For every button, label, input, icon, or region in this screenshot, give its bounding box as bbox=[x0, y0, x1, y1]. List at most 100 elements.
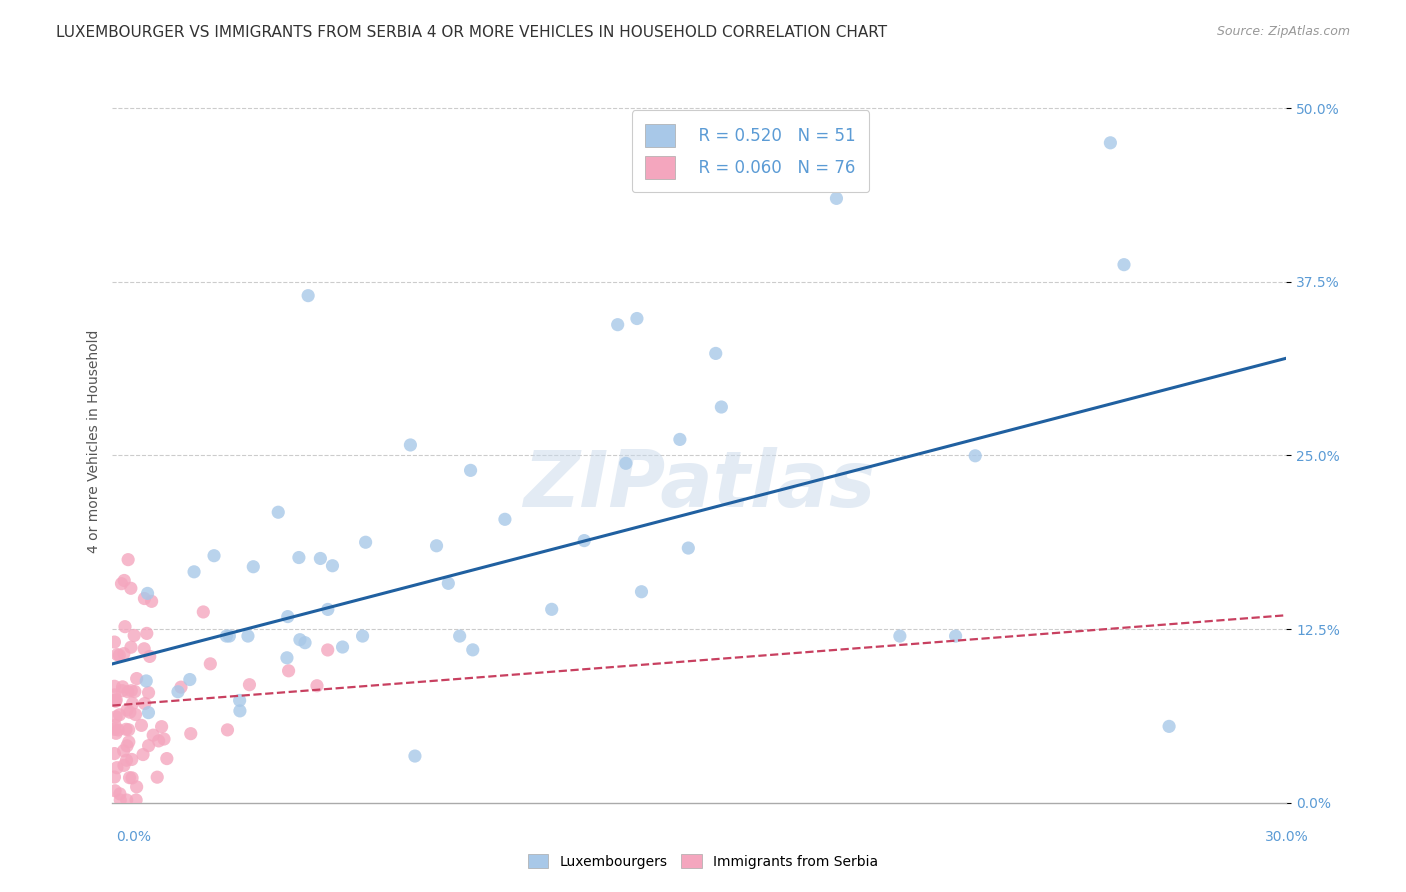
Point bbox=[104, 784, 127, 798]
Point bbox=[135, 626, 157, 640]
Point bbox=[352, 629, 374, 643]
Point bbox=[125, 793, 148, 807]
Point bbox=[103, 688, 125, 702]
Point bbox=[332, 640, 354, 654]
Point bbox=[105, 692, 128, 706]
Point bbox=[218, 629, 240, 643]
Point bbox=[112, 758, 135, 772]
Point bbox=[236, 629, 259, 643]
Point bbox=[167, 685, 190, 699]
Point bbox=[120, 640, 142, 655]
Point bbox=[138, 706, 160, 720]
Point bbox=[118, 735, 141, 749]
Point bbox=[141, 594, 163, 608]
Point bbox=[124, 684, 146, 698]
Point bbox=[267, 505, 290, 519]
Point bbox=[103, 770, 125, 784]
Point bbox=[120, 582, 142, 596]
Point bbox=[138, 649, 160, 664]
Point bbox=[142, 728, 165, 742]
Point bbox=[710, 400, 733, 414]
Point bbox=[399, 438, 422, 452]
Point bbox=[117, 723, 139, 737]
Point bbox=[606, 318, 628, 332]
Point bbox=[105, 648, 128, 662]
Point bbox=[309, 551, 332, 566]
Point bbox=[574, 533, 596, 548]
Point bbox=[112, 574, 135, 588]
Point bbox=[105, 710, 128, 724]
Point bbox=[104, 694, 127, 708]
Point bbox=[202, 549, 225, 563]
Point bbox=[460, 463, 482, 477]
Point bbox=[229, 704, 252, 718]
Point bbox=[124, 707, 146, 722]
Legend:   R = 0.520   N = 51,   R = 0.060   N = 76: R = 0.520 N = 51, R = 0.060 N = 76 bbox=[631, 111, 869, 193]
Point bbox=[437, 576, 460, 591]
Point bbox=[354, 535, 377, 549]
Point bbox=[494, 512, 516, 526]
Point bbox=[103, 693, 125, 707]
Point bbox=[170, 680, 193, 694]
Text: LUXEMBOURGER VS IMMIGRANTS FROM SERBIA 4 OR MORE VEHICLES IN HOUSEHOLD CORRELATI: LUXEMBOURGER VS IMMIGRANTS FROM SERBIA 4… bbox=[56, 25, 887, 40]
Point bbox=[294, 635, 316, 649]
Point bbox=[110, 793, 132, 807]
Text: 0.0%: 0.0% bbox=[117, 830, 150, 844]
Point bbox=[121, 771, 143, 785]
Point bbox=[288, 632, 311, 647]
Point bbox=[108, 707, 131, 722]
Point bbox=[105, 726, 128, 740]
Point bbox=[630, 584, 652, 599]
Point bbox=[179, 673, 201, 687]
Point bbox=[614, 456, 637, 470]
Point bbox=[277, 609, 299, 624]
Point bbox=[626, 311, 648, 326]
Point bbox=[183, 565, 205, 579]
Point bbox=[1159, 719, 1181, 733]
Point bbox=[228, 693, 250, 707]
Point bbox=[704, 346, 727, 360]
Point bbox=[125, 780, 148, 794]
Point bbox=[117, 685, 139, 699]
Point bbox=[121, 697, 143, 711]
Point bbox=[945, 629, 967, 643]
Point bbox=[121, 752, 143, 766]
Point bbox=[122, 628, 145, 642]
Point bbox=[200, 657, 222, 671]
Point bbox=[540, 602, 562, 616]
Point bbox=[217, 723, 239, 737]
Point bbox=[115, 793, 138, 807]
Point bbox=[461, 643, 484, 657]
Legend: Luxembourgers, Immigrants from Serbia: Luxembourgers, Immigrants from Serbia bbox=[522, 848, 884, 874]
Point bbox=[110, 576, 132, 591]
Point bbox=[105, 761, 128, 775]
Point bbox=[118, 705, 141, 719]
Point bbox=[276, 650, 298, 665]
Point bbox=[115, 723, 138, 737]
Point bbox=[120, 683, 142, 698]
Point bbox=[238, 678, 260, 692]
Text: ZIPatlas: ZIPatlas bbox=[523, 447, 876, 523]
Point bbox=[297, 288, 319, 302]
Point bbox=[1112, 258, 1135, 272]
Point bbox=[138, 686, 160, 700]
Point bbox=[305, 679, 328, 693]
Point bbox=[425, 539, 447, 553]
Point bbox=[103, 679, 125, 693]
Point bbox=[117, 552, 139, 566]
Point bbox=[114, 620, 136, 634]
Point bbox=[103, 747, 125, 761]
Point bbox=[115, 703, 138, 717]
Point bbox=[107, 723, 129, 737]
Point bbox=[104, 718, 127, 732]
Point bbox=[138, 739, 160, 753]
Point bbox=[134, 641, 156, 656]
Text: Source: ZipAtlas.com: Source: ZipAtlas.com bbox=[1216, 25, 1350, 38]
Point bbox=[321, 558, 343, 573]
Point bbox=[288, 550, 311, 565]
Point bbox=[115, 739, 138, 753]
Point bbox=[135, 673, 157, 688]
Point bbox=[1099, 136, 1122, 150]
Point bbox=[132, 747, 155, 762]
Point bbox=[112, 647, 135, 661]
